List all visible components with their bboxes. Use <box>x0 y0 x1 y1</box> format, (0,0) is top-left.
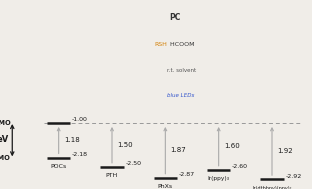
Text: POCs: POCs <box>51 164 67 169</box>
Text: -2.18: -2.18 <box>72 152 88 157</box>
Text: -2.50: -2.50 <box>125 161 141 166</box>
Text: eV: eV <box>0 135 9 144</box>
Text: 1.87: 1.87 <box>171 147 186 153</box>
Text: 1.60: 1.60 <box>224 143 240 149</box>
Text: LUMO: LUMO <box>0 120 11 126</box>
Text: PC: PC <box>169 13 180 22</box>
Text: 1.18: 1.18 <box>64 137 80 143</box>
Text: -1.00: -1.00 <box>72 117 88 122</box>
Text: -2.60: -2.60 <box>232 164 248 169</box>
Text: 1.92: 1.92 <box>277 148 293 154</box>
Text: PTH: PTH <box>106 174 118 178</box>
Text: Ir(dtbbpy)(ppy)₂: Ir(dtbbpy)(ppy)₂ <box>252 186 292 189</box>
Text: Ir(ppy)₃: Ir(ppy)₃ <box>207 176 230 181</box>
Text: PhXs: PhXs <box>158 184 173 189</box>
Text: r.t. solvent: r.t. solvent <box>167 68 196 73</box>
Text: -2.87: -2.87 <box>179 172 195 177</box>
Text: RSH: RSH <box>154 42 167 47</box>
Text: SOMO: SOMO <box>0 155 11 160</box>
Text: 1.50: 1.50 <box>117 142 133 148</box>
Text: blue LEDs: blue LEDs <box>167 93 194 98</box>
Text: -2.92: -2.92 <box>285 174 302 179</box>
Text: HCOOM: HCOOM <box>168 42 195 47</box>
